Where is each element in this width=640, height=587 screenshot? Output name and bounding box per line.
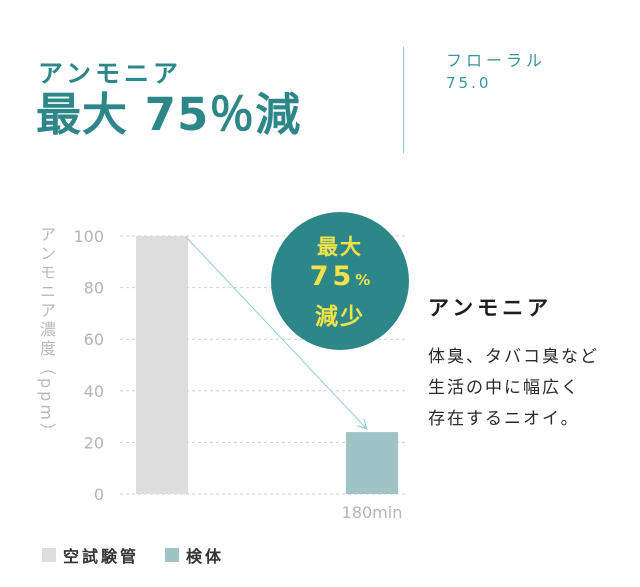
y-tick-label: 0 bbox=[94, 485, 104, 504]
y-tick-label: 100 bbox=[73, 227, 104, 246]
header-divider bbox=[403, 47, 404, 153]
legend-swatch-sample bbox=[165, 548, 180, 562]
legend-item-sample: 検体 bbox=[165, 543, 224, 567]
reduction-arrow bbox=[185, 236, 366, 428]
badge-line1: 最大 bbox=[317, 235, 363, 259]
chart-subtitle: アンモニア bbox=[38, 59, 183, 88]
chart-legend: 空試験管 検体 bbox=[42, 543, 250, 567]
side-description-line: 存在するニオイ。 bbox=[428, 409, 580, 429]
comparison-value: 75.0 bbox=[446, 74, 492, 92]
bar bbox=[136, 236, 188, 494]
side-description-line: 体臭、タバコ臭など bbox=[428, 347, 599, 367]
badge-value: 75 bbox=[309, 261, 356, 292]
chart-headline: 最大 75％減 bbox=[36, 88, 302, 141]
legend-label-sample: 検体 bbox=[186, 547, 225, 566]
legend-swatch-control bbox=[42, 548, 56, 562]
side-description: 体臭、タバコ臭など 生活の中に幅広く 存在するニオイ。 bbox=[428, 342, 599, 435]
badge-line3: 減少 bbox=[315, 304, 365, 330]
x-tick-label: 180min bbox=[342, 503, 403, 522]
y-axis-label: アンモニア濃度（ppm） bbox=[37, 226, 56, 442]
y-tick-label: 40 bbox=[84, 382, 104, 401]
y-tick-label: 60 bbox=[84, 330, 104, 349]
legend-item-control: 空試験管 bbox=[42, 543, 139, 567]
y-tick-label: 80 bbox=[84, 279, 104, 298]
badge-value-line: 75% bbox=[271, 261, 409, 292]
y-tick-label: 20 bbox=[84, 433, 104, 452]
comparison-label: フローラル bbox=[446, 51, 547, 70]
reduction-badge: 最大 75% 減少 bbox=[271, 212, 409, 350]
side-title: アンモニア bbox=[428, 296, 553, 320]
bar bbox=[346, 432, 398, 494]
side-description-line: 生活の中に幅広く bbox=[428, 378, 580, 398]
badge-unit: % bbox=[355, 271, 371, 289]
legend-label-control: 空試験管 bbox=[63, 547, 140, 566]
